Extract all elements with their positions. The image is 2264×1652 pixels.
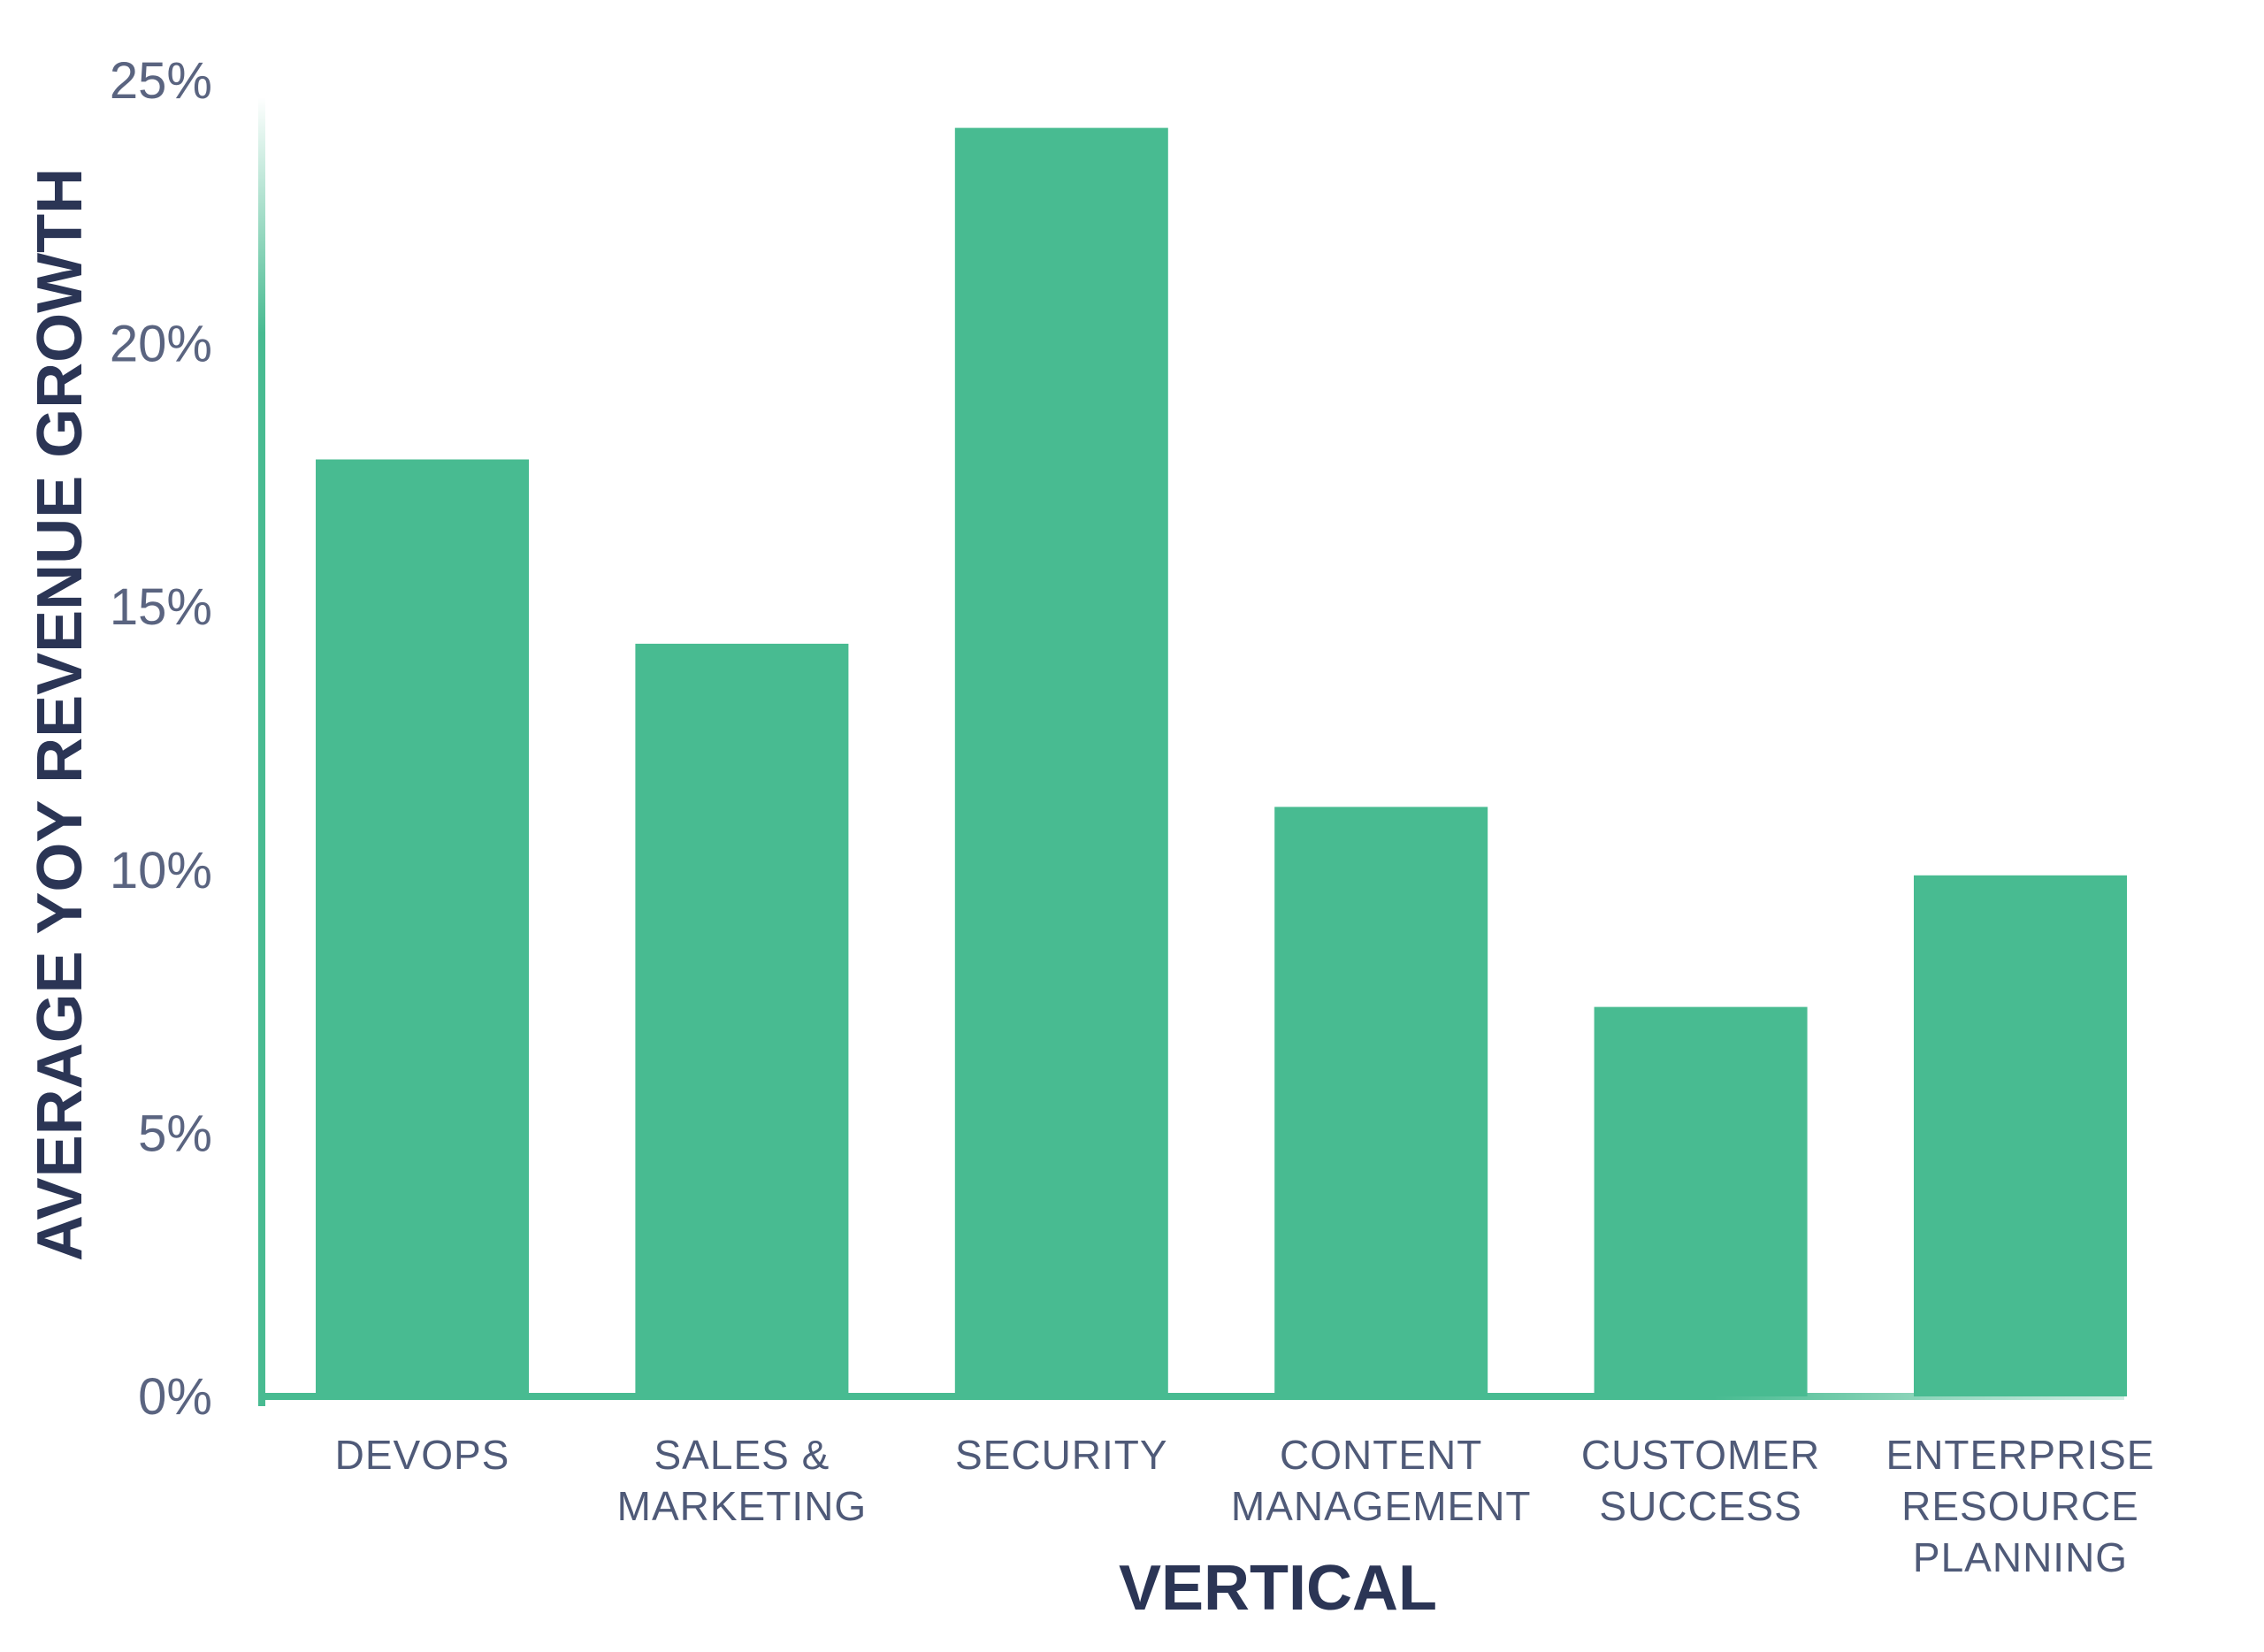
- x-category-label-line: SALES &: [654, 1432, 830, 1478]
- bar: [635, 643, 849, 1396]
- bar: [954, 127, 1168, 1397]
- y-tick-label: 25%: [110, 52, 212, 110]
- x-category-label: SALES & MARKETING: [617, 1432, 867, 1529]
- x-category-label-line: MANAGEMENT: [1231, 1483, 1532, 1529]
- x-category-label: CONTENT MANAGEMENT: [1231, 1432, 1532, 1529]
- y-tick-labels: 0% 5% 10% 15% 20% 25%: [110, 52, 212, 1426]
- x-category-label-line: SUCCESS: [1599, 1483, 1801, 1529]
- x-category-label: SECURITY: [955, 1432, 1168, 1478]
- x-category-label-line: CUSTOMER: [1581, 1432, 1820, 1478]
- x-category-label-line: PLANNING: [1913, 1534, 2128, 1580]
- x-axis-title: VERTICAL: [1119, 1553, 1437, 1624]
- x-category-label-line: ENTERPRISE: [1886, 1432, 2155, 1478]
- y-tick-label: 0%: [138, 1368, 212, 1426]
- x-category-label-line: MARKETING: [617, 1483, 867, 1529]
- y-tick-label: 15%: [110, 578, 212, 636]
- x-category-label: DEVOPS: [335, 1432, 510, 1478]
- y-axis-line: [258, 97, 265, 1406]
- x-category-label: ENTERPRISE RESOURCE PLANNING: [1886, 1432, 2155, 1580]
- x-category-label-line: RESOURCE: [1901, 1483, 2139, 1529]
- x-axis-line: [258, 1393, 2124, 1400]
- x-category-label-line: CONTENT: [1280, 1432, 1482, 1478]
- x-category-label: CUSTOMER SUCCESS: [1581, 1432, 1820, 1529]
- y-tick-label: 5%: [138, 1105, 212, 1162]
- y-tick-label: 10%: [110, 842, 212, 899]
- bar: [316, 459, 529, 1396]
- bar: [1594, 1006, 1808, 1396]
- x-category-label-line: DEVOPS: [335, 1432, 510, 1478]
- x-category-label-line: SECURITY: [955, 1432, 1168, 1478]
- y-axis-title: AVERAGE YOY REVENUE GROWTH: [25, 168, 96, 1261]
- x-category-labels: DEVOPS SALES & MARKETING SECURITY CONTENT MAN…: [335, 1432, 2155, 1580]
- bar: [1914, 875, 2127, 1396]
- y-tick-label: 20%: [110, 316, 212, 373]
- bar: [1274, 807, 1488, 1396]
- bars: [316, 127, 2127, 1397]
